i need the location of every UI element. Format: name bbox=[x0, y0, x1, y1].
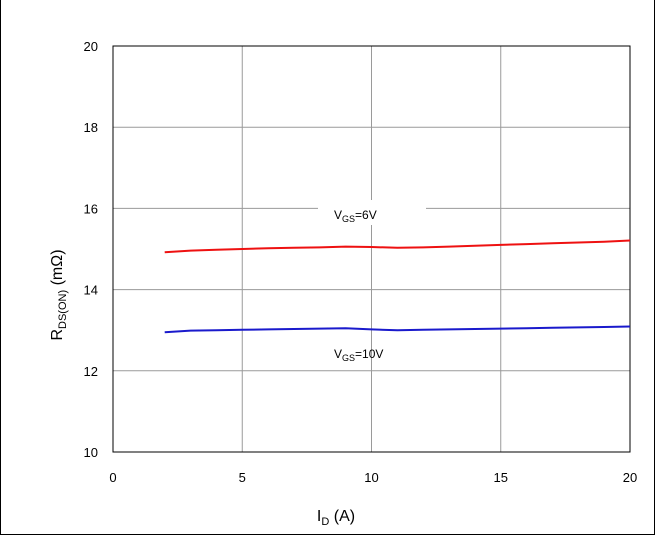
grid-lines bbox=[112, 45, 631, 453]
series-label-vgs6: VGS=6V bbox=[334, 208, 377, 224]
annotation-bg-vgs6 bbox=[318, 200, 426, 225]
series-line-1 bbox=[164, 325, 631, 334]
x-tick-labels: 0 5 10 15 20 bbox=[109, 470, 637, 485]
x-tick-label: 15 bbox=[494, 470, 508, 485]
x-tick-label: 10 bbox=[364, 470, 378, 485]
y-tick-label: 20 bbox=[84, 39, 98, 54]
x-tick-label: 20 bbox=[623, 470, 637, 485]
x-tick-label: 5 bbox=[239, 470, 246, 485]
y-tick-label: 12 bbox=[84, 364, 98, 379]
y-tick-label: 16 bbox=[84, 201, 98, 216]
y-tick-labels: 10 12 14 16 18 20 bbox=[84, 39, 98, 460]
plot-area-border bbox=[112, 45, 631, 453]
y-tick-label: 18 bbox=[84, 120, 98, 135]
y-tick-label: 10 bbox=[84, 445, 98, 460]
y-tick-label: 14 bbox=[84, 283, 98, 298]
series-line-0 bbox=[164, 239, 631, 254]
series-label-vgs10: VGS=10V bbox=[334, 347, 383, 363]
x-tick-label: 0 bbox=[109, 470, 116, 485]
x-axis-label: ID (A) bbox=[317, 508, 355, 528]
y-axis-label: RDS(ON) (mΩ) bbox=[49, 249, 69, 340]
series-lines bbox=[164, 239, 631, 334]
